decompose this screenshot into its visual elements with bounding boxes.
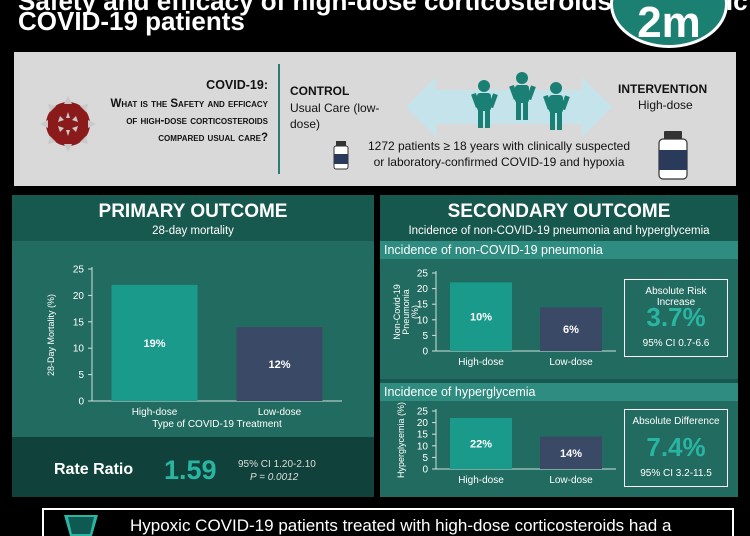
patient-population: 1272 patients ≥ 18 years with clinically… [367,139,631,169]
bar-data-label: 22% [470,438,492,450]
double-arrow-people-icon [406,72,612,137]
pneumonia-stat-label: Absolute Risk Increase [645,286,707,308]
bar-data-label: 10% [470,312,492,324]
y-axis-title: Non-Covid-19 [392,284,402,340]
x-tick-label: High-dose [458,357,504,368]
y-tick-label: 25 [73,265,85,276]
study-design-panel: COVID-19: What is the Safety and efficac… [14,52,736,186]
primary-chart-area: 0 5 10 15 20 25 19% High-dose 12% Low-dose Type of… [12,241,374,437]
bar-low-dose [540,307,602,351]
y-tick-label: 0 [78,397,84,408]
rate-ratio-p-value: P = 0.0012 [250,472,299,483]
hyperglycemia-section-header: Incidence of hyperglycemia [380,383,738,401]
bar-data-label: 14% [560,448,582,460]
pneumonia-stat-box: Absolute Risk Increase 3.7% 95% CI 0.7-6… [624,279,728,357]
y-tick-label: 20 [417,284,429,295]
pneumonia-stat-value: 3.7% [646,302,706,332]
secondary-outcome-title: SECONDARY OUTCOME [447,201,671,222]
y-tick-label: 0 [422,347,428,358]
bar-high-dose [450,417,512,469]
pneumonia-section-header: Incidence of non-COVID-19 pneumonia [380,241,738,259]
primary-outcome-panel: PRIMARY OUTCOME 28-day mortality 0 5 10 15 2… [12,195,374,497]
vial-icon [333,141,349,170]
bar-high-dose [111,284,198,401]
y-tick-label: 10 [417,315,429,326]
bar-data-label: 6% [563,324,579,336]
conclusion-text: Hypoxic COVID-19 patients treated with h… [130,516,672,535]
bar-low-dose [236,327,323,401]
vial-icon-large [658,131,688,180]
rate-ratio-ci: 95% CI 1.20-2.10 [238,459,316,470]
x-axis-title: Type of COVID-19 Treatment [152,419,282,430]
question-text: What is the Safety and efficacy of high-… [110,98,268,144]
conclusion-banner [42,508,734,536]
y-axis-title: (%) [410,305,420,319]
rate-ratio-label: Rate Ratio [54,461,134,478]
y-tick-label: 5 [422,331,428,342]
rate-ratio-bar [12,437,374,497]
y-axis-title: Hyperglycemia (%) [396,402,406,478]
document-icon [64,515,98,536]
control-title: CONTROL [290,84,350,98]
pneumonia-stat-ci: 95% CI 0.7-6.6 [642,338,710,349]
y-tick-label: 15 [417,300,429,311]
y-tick-label: 15 [417,430,429,441]
primary-outcome-subtitle: 28-day mortality [152,225,234,237]
y-tick-label: 10 [417,441,429,452]
secondary-outcome-panel: SECONDARY OUTCOME Incidence of non-COVID… [380,195,738,497]
virus-icon [40,96,96,152]
bar-data-label: 19% [143,338,165,350]
y-axis-title: Pneumonia [401,289,411,335]
y-tick-label: 25 [417,407,429,418]
y-tick-label: 0 [422,465,428,476]
primary-outcome-title: PRIMARY OUTCOME [98,201,288,222]
y-axis-title: 28-Day Mortality (%) [46,294,56,376]
hyperglycemia-stat-label: Absolute Difference [632,416,720,427]
secondary-outcome-subtitle: Incidence of non-COVID-19 pneumonia and … [408,225,710,237]
pneumonia-bar-chart: 0 5 10 15 20 25 10% High-dose 6% Low-dose Non-Covi… [392,269,616,368]
bar-high-dose [450,282,512,351]
page-title-line1: Safety and efficacy of high-dose cortico… [18,0,748,16]
pneumonia-section: 0 5 10 15 20 25 10% High-dose 6% Low-dose Non-Covi… [380,259,738,379]
page-title-line2: COVID-19 patients [18,6,245,36]
y-tick-label: 20 [417,418,429,429]
intervention-title: INTERVENTION [618,82,708,96]
y-tick-label: 10 [73,344,85,355]
bar-data-label: 12% [268,359,290,371]
hyperglycemia-stat-ci: 95% CI 3.2-11.5 [640,468,712,479]
rate-ratio-value: 1.59 [164,455,217,485]
x-tick-label: High-dose [458,475,504,486]
hyperglycemia-stat-value: 7.4% [646,432,706,462]
x-tick-label: Low-dose [258,407,302,418]
bar-low-dose [540,436,602,469]
hyperglycemia-section: 0 5 10 15 20 25 22% High-dose 14% Low-dose Hypergl… [380,401,738,497]
y-tick-label: 15 [73,317,85,328]
intervention-subtitle: High-dose [638,98,693,112]
y-tick-label: 5 [422,453,428,464]
hyperglycemia-stat-box: Absolute Difference 7.4% 95% CI 3.2-11.5 [624,409,728,487]
question-title: COVID-19: [206,78,268,92]
divider [278,64,280,174]
y-tick-label: 20 [73,291,85,302]
x-tick-label: High-dose [132,407,178,418]
y-tick-label: 5 [78,370,84,381]
y-tick-label: 25 [417,269,429,280]
x-tick-label: Low-dose [549,357,593,368]
x-tick-label: Low-dose [549,475,593,486]
control-subtitle: Usual Care (low-dose) [290,101,380,131]
